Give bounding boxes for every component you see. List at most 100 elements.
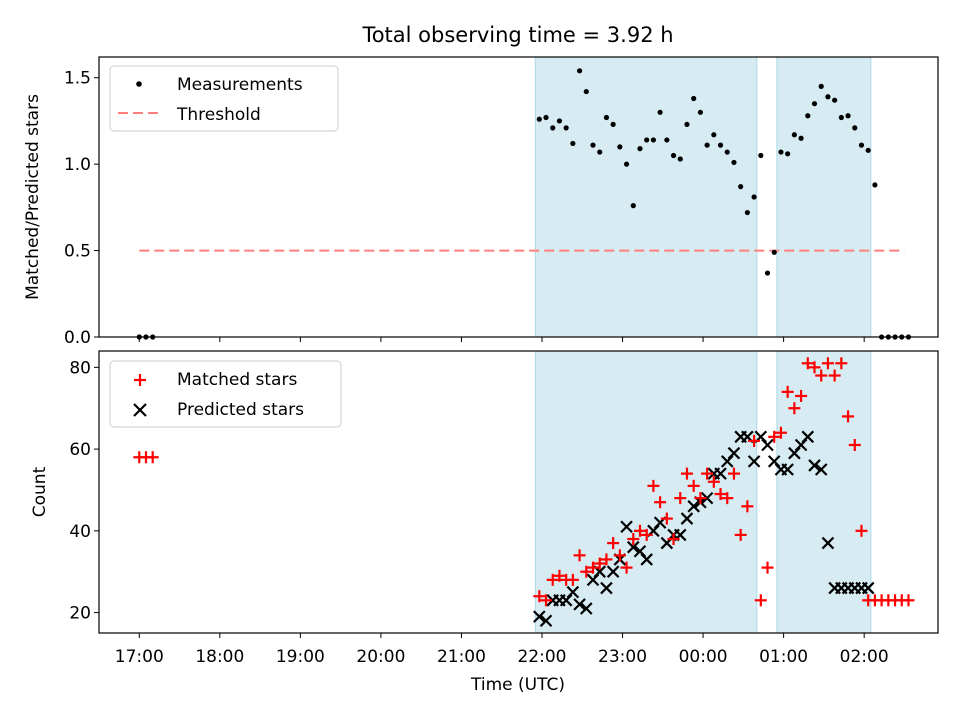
predicted-star-point: [781, 463, 794, 476]
bottom-y-axis-label: Count: [30, 466, 50, 517]
marker-stroke: [801, 430, 815, 444]
observing-span: [776, 350, 872, 634]
matched-star-point: [795, 389, 808, 402]
legend-threshold-label: Threshold: [176, 105, 261, 125]
measurements-series: [136, 68, 912, 340]
predicted-star-point: [808, 459, 821, 472]
measurement-point: [852, 125, 858, 131]
measurement-point: [785, 151, 791, 157]
matched-star-point: [774, 426, 787, 439]
x-tick-label: 17:00: [115, 647, 164, 667]
matched-star-point: [741, 500, 754, 513]
x-tick-label: 01:00: [759, 647, 808, 667]
measurement-point: [791, 132, 797, 138]
marker-stroke: [620, 520, 633, 534]
matched-star-point: [566, 573, 579, 586]
top-y-axis: 0.0 0.5 1.0 1.5: [64, 69, 99, 348]
marker-stroke: [700, 491, 714, 505]
y-tick-label: 0.0: [64, 328, 91, 348]
measurement-point: [724, 149, 730, 155]
matched-star-point: [701, 467, 714, 480]
measurement-point: [691, 95, 697, 102]
measurement-point: [597, 149, 603, 155]
matched-star-point: [761, 561, 774, 574]
bottom-y-axis: 20 40 60 80: [69, 358, 99, 624]
measurement-point: [603, 114, 610, 121]
measurement-point: [858, 142, 865, 148]
matched-star-point: [714, 488, 727, 501]
matched-star-point: [573, 549, 586, 562]
legend-measurements-label: Measurements: [177, 75, 303, 95]
measurement-point: [697, 109, 703, 115]
marker-stroke: [761, 438, 774, 452]
marker-stroke: [714, 467, 727, 480]
predicted-star-point: [714, 467, 727, 480]
observing-shade-top: [534, 56, 872, 338]
x-tick-label: 00:00: [679, 647, 728, 667]
measurement-point: [704, 142, 710, 148]
measurement-point: [637, 146, 643, 152]
marker-stroke: [680, 512, 694, 525]
matched-star-point: [727, 467, 740, 480]
measurement-point: [684, 121, 690, 128]
measurement-point: [590, 142, 596, 148]
matched-star-point: [633, 524, 646, 537]
measurement-point: [550, 125, 556, 131]
predicted-star-point: [821, 536, 835, 550]
observing-span: [776, 56, 872, 338]
legend-predicted-label: Predicted stars: [177, 400, 304, 420]
matched-star-point: [600, 553, 613, 566]
x-tick-label: 19:00: [276, 647, 325, 667]
measurement-point: [818, 83, 824, 89]
measurement-point: [778, 149, 784, 155]
x-tick-label: 02:00: [840, 647, 889, 667]
marker-stroke: [687, 500, 700, 513]
measurement-point: [644, 137, 650, 143]
measurement-point: [832, 97, 838, 103]
matched-star-point: [660, 512, 673, 525]
predicted-star-point: [600, 581, 613, 595]
x-tick-label: 23:00: [598, 647, 647, 667]
measurement-point: [677, 156, 683, 162]
measurement-point: [744, 209, 750, 216]
measurement-point: [751, 194, 757, 200]
bottom-legend: Matched stars Predicted stars: [109, 360, 342, 428]
marker-stroke: [633, 544, 647, 558]
predicted-star-point: [606, 565, 620, 578]
predicted-star-point: [687, 500, 700, 513]
matched-star-point: [808, 361, 821, 374]
matched-star-point: [553, 569, 566, 582]
matched-star-point: [146, 451, 159, 464]
marker-stroke: [593, 565, 606, 578]
marker-stroke: [640, 553, 653, 566]
measurement-point: [758, 152, 764, 159]
matched-star-point: [607, 537, 620, 550]
y-tick-label: 60: [69, 440, 91, 460]
matched-star-point: [533, 590, 546, 603]
predicted-star-point: [580, 602, 593, 615]
observing-shade-bottom: [534, 350, 872, 634]
top-x-tick-marks: [138, 337, 865, 342]
marker-stroke: [533, 610, 546, 623]
marker-stroke: [573, 598, 586, 611]
marker-stroke: [781, 463, 794, 476]
y-tick-label: 0.5: [64, 242, 91, 262]
matched-star-point: [627, 533, 640, 545]
x-tick-label: 22:00: [517, 647, 566, 667]
measurement-point: [771, 249, 777, 255]
matched-star-point: [593, 557, 606, 570]
y-tick-label: 40: [69, 522, 91, 542]
matched-star-point: [902, 594, 915, 607]
marker-stroke: [808, 459, 821, 472]
observing-span: [534, 56, 758, 338]
chart-title: Total observing time = 3.92 h: [361, 23, 673, 47]
measurement-point: [650, 137, 657, 143]
measurement-point: [664, 137, 670, 143]
top-panel: Total observing time = 3.92 h 0.0 0.5 1.0 1…: [23, 23, 939, 348]
x-axis: 17:00 18:00 19:00 20:00 21:00 22:00 23:00 00:00…: [115, 633, 889, 667]
matched-star-point: [828, 369, 841, 382]
matched-star-point: [647, 479, 660, 492]
matched-star-point: [680, 467, 693, 480]
marker-stroke: [861, 581, 875, 595]
matched-star-point: [768, 430, 781, 443]
